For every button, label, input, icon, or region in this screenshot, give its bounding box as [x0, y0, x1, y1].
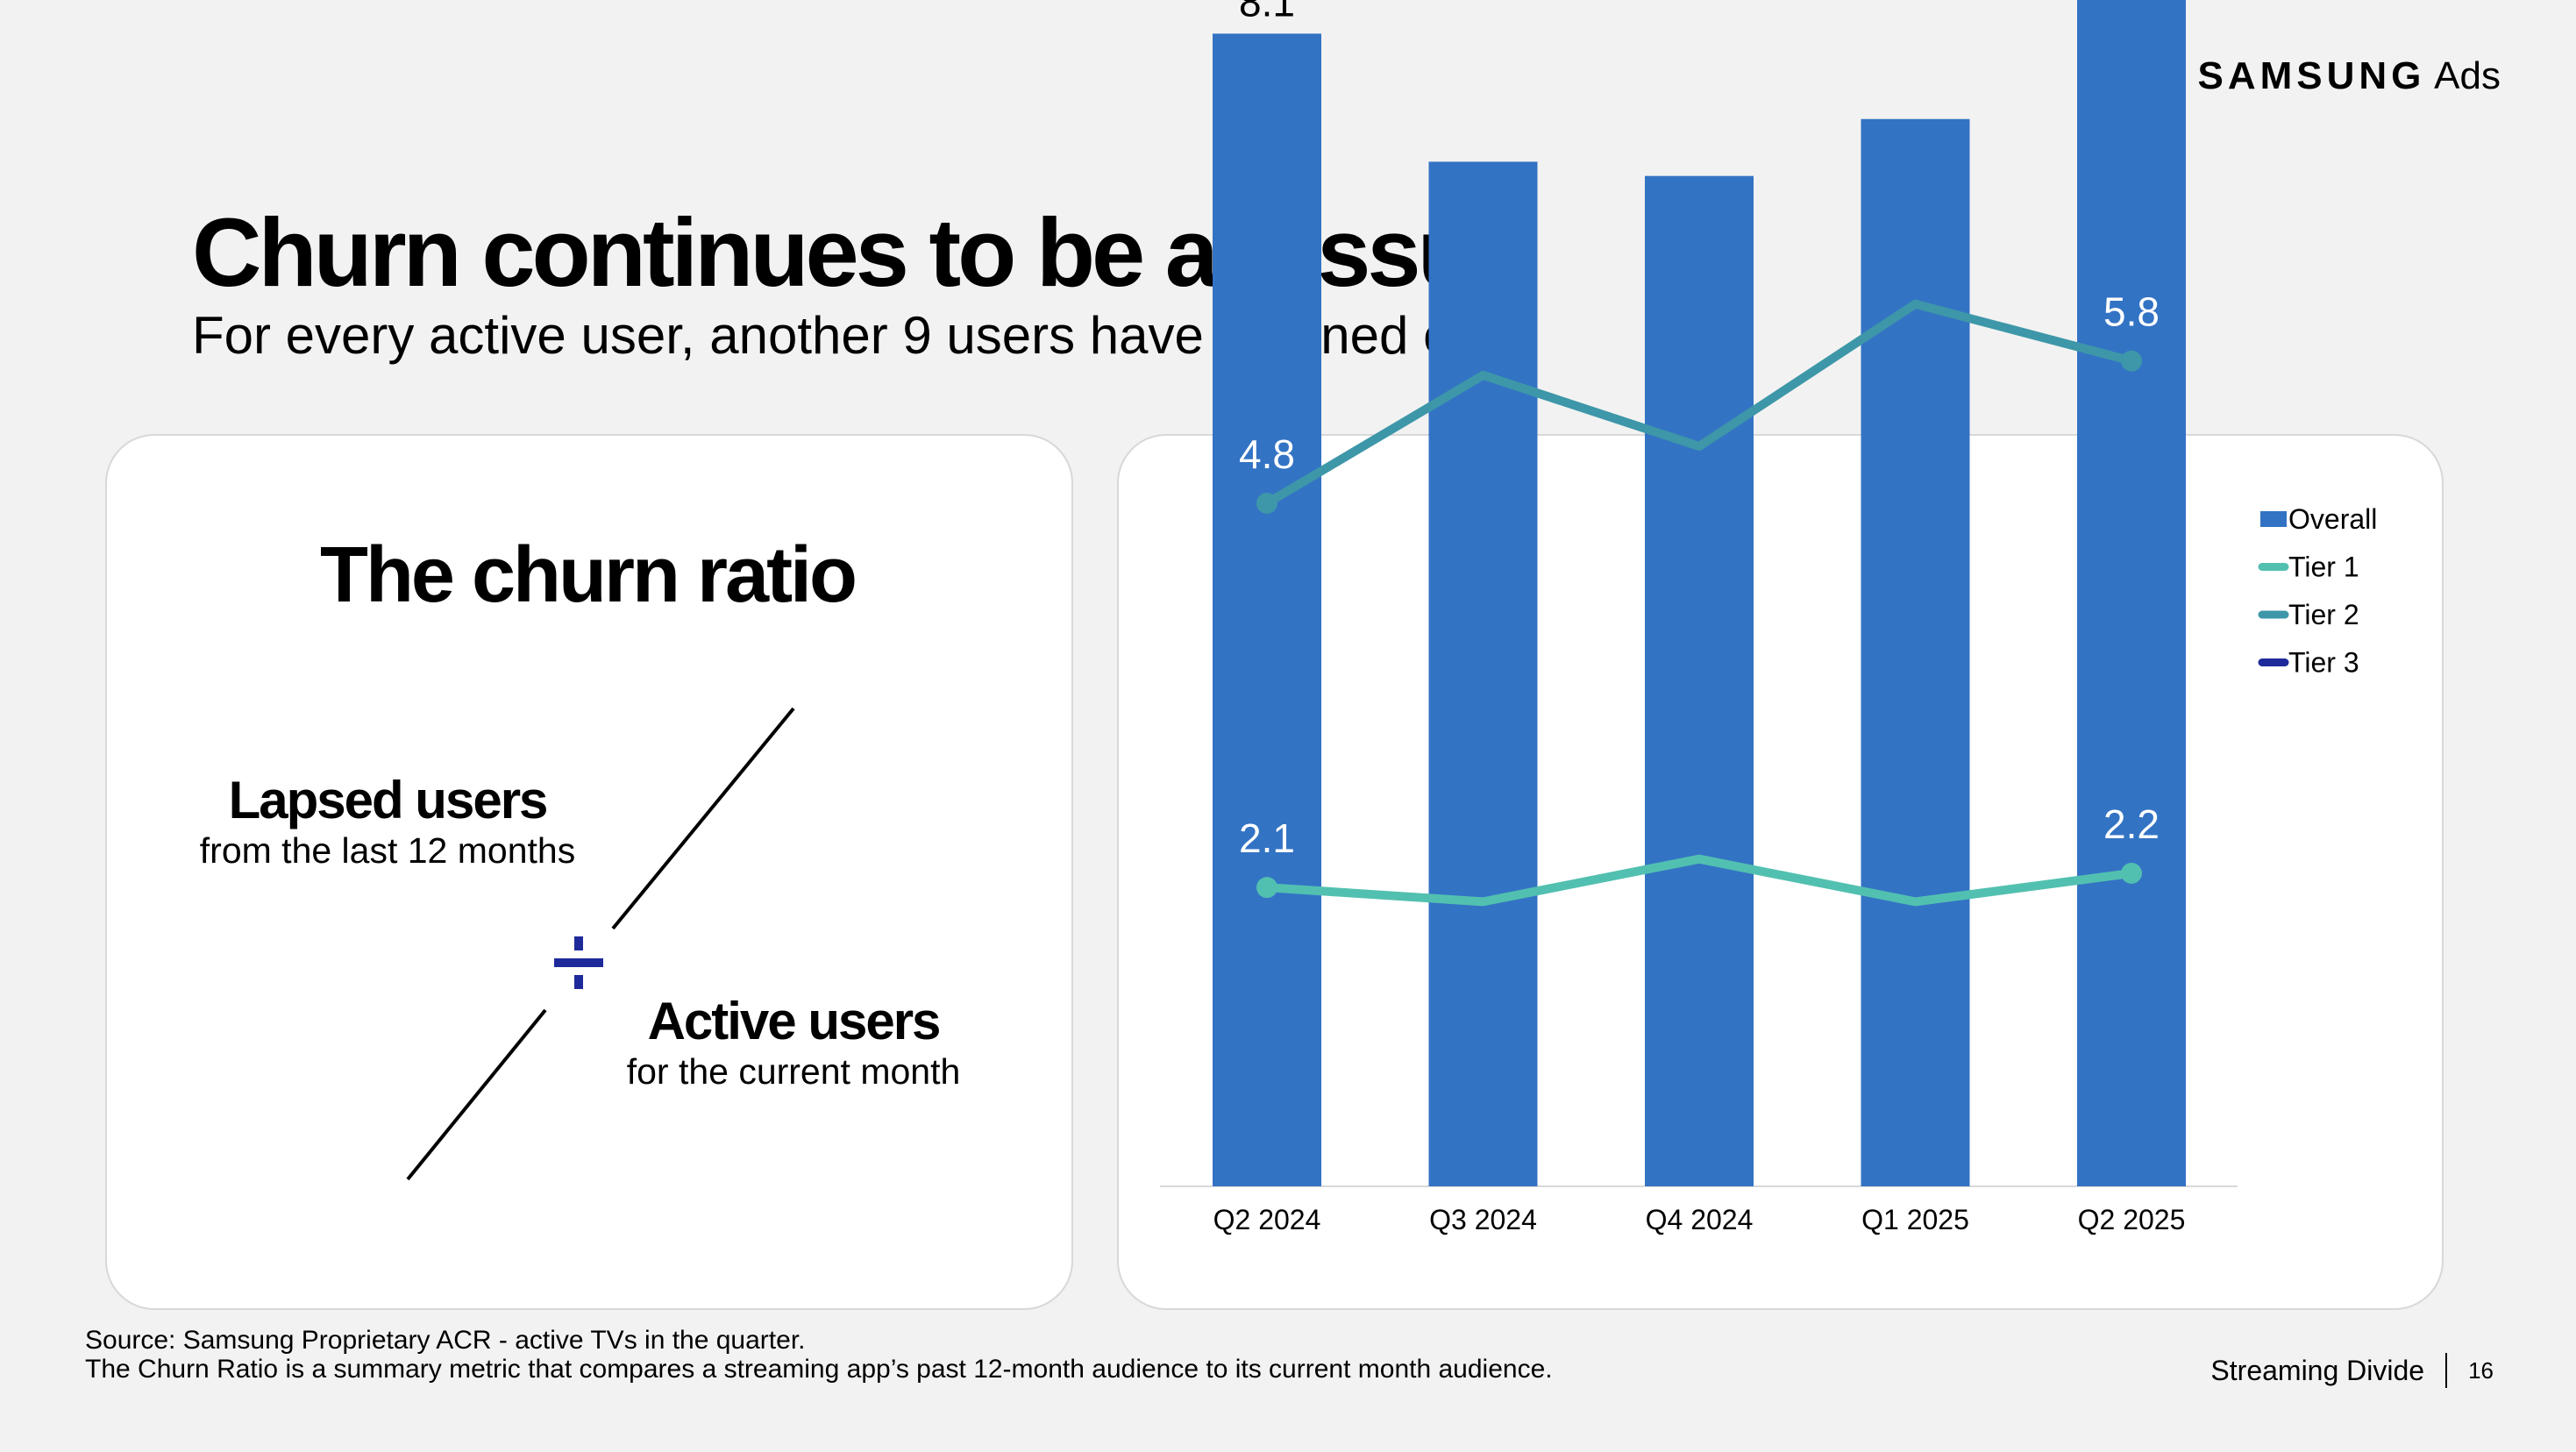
x-tick-label: Q2 2024	[1213, 1204, 1321, 1235]
numerator-title: Lapsed users	[228, 771, 549, 829]
samsung-ads-logo: SAMSUNG Ads	[2197, 54, 2501, 98]
point-tier-1	[1256, 877, 1277, 899]
legend-label-overall: Overall	[2288, 503, 2377, 535]
denominator-title: Active users	[647, 992, 942, 1050]
x-tick-label: Q1 2025	[1861, 1204, 1969, 1235]
data-label-tier-1: 2.2	[2103, 801, 2160, 847]
point-tier-2	[2121, 350, 2142, 372]
data-label-tier-2: 4.8	[1239, 431, 1295, 477]
data-label-tier-1: 2.1	[1239, 815, 1295, 861]
fraction-line-lower	[406, 1008, 547, 1181]
legend-label-tier-2: Tier 2	[2288, 599, 2359, 630]
churn-ratio-heading: The churn ratio	[319, 531, 857, 619]
x-tick-label: Q4 2024	[1646, 1204, 1754, 1235]
point-tier-2	[1256, 492, 1277, 514]
bar-overall	[1861, 118, 1970, 1186]
numerator-subtitle: from the last 12 months	[199, 830, 576, 871]
divide-icon	[554, 936, 603, 989]
legend-swatch-overall	[2260, 511, 2287, 527]
footer-divider	[2445, 1353, 2448, 1388]
bar-overall	[1645, 175, 1754, 1186]
line-tier-1	[1266, 854, 2132, 907]
data-label-overall: 8.1	[1239, 0, 1295, 25]
bar-overall	[2077, 0, 2186, 1187]
fraction-line-upper	[611, 707, 795, 930]
denominator: Active users for the current month	[574, 991, 1013, 1093]
deck-name: Streaming Divide	[2210, 1354, 2425, 1386]
logo-suffix: Ads	[2434, 54, 2501, 97]
x-tick-label: Q2 2025	[2078, 1204, 2186, 1235]
numerator: Lapsed users from the last 12 months	[168, 770, 607, 872]
source-line-1: Source: Samsung Proprietary ACR - active…	[85, 1326, 806, 1355]
line-tier-2	[1264, 299, 2133, 508]
page-footer: Streaming Divide 16	[2210, 1353, 2494, 1388]
point-tier-1	[2121, 862, 2142, 884]
legend-label-tier-3: Tier 3	[2288, 647, 2359, 679]
source-line-2: The Churn Ratio is a summary metric that…	[85, 1355, 1553, 1384]
legend-label-tier-1: Tier 1	[2288, 552, 2359, 583]
x-tick-label: Q3 2024	[1429, 1204, 1537, 1235]
bar-overall	[1213, 33, 1321, 1187]
logo-brand: SAMSUNG	[2197, 54, 2426, 97]
source-note: Source: Samsung Proprietary ACR - active…	[85, 1326, 1553, 1384]
page-number: 16	[2468, 1356, 2494, 1384]
churn-ratio-card	[105, 434, 1073, 1310]
data-label-tier-2: 5.8	[2103, 289, 2160, 335]
bar-overall	[1428, 161, 1538, 1187]
denominator-subtitle: for the current month	[626, 1051, 961, 1092]
